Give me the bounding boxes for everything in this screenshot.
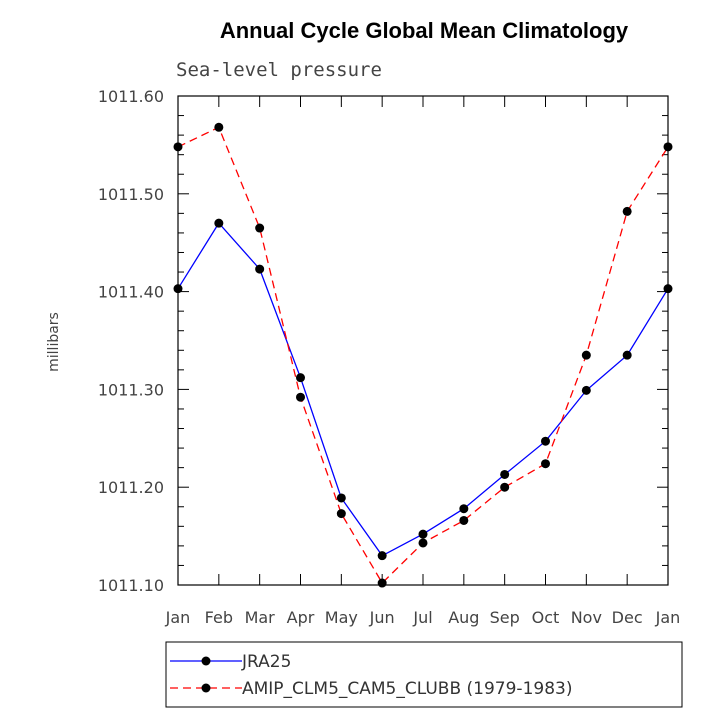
x-tick-label: Jun	[369, 608, 395, 627]
x-tick-label: Jan	[165, 608, 191, 627]
data-point-series-2	[214, 122, 224, 132]
data-point-series-2	[377, 578, 387, 588]
data-point-series-2	[173, 142, 183, 152]
y-tick-label: 1011.10	[98, 576, 164, 595]
data-point-series-1	[255, 264, 265, 274]
legend: JRA25 AMIP_CLM5_CAM5_CLUBB (1979-1983)	[165, 641, 683, 708]
x-tick-label: May	[325, 608, 358, 627]
series-line-1	[177, 222, 669, 557]
legend-marker-1	[201, 656, 211, 666]
data-point-series-1	[500, 469, 510, 479]
data-point-series-1	[296, 373, 305, 383]
chart-subtitle: Sea-level pressure	[176, 59, 382, 81]
x-tick-label: Jul	[412, 608, 432, 627]
data-point-series-2	[500, 482, 510, 492]
data-point-series-1	[173, 284, 183, 294]
chart-title: Annual Cycle Global Mean Climatology	[220, 18, 629, 43]
x-tick-label: Dec	[612, 608, 643, 627]
y-tick-label: 1011.50	[98, 185, 164, 204]
x-tick-label: Aug	[448, 608, 479, 627]
data-point-series-2	[255, 223, 265, 233]
y-tick-label: 1011.20	[98, 478, 164, 497]
data-point-series-1	[622, 350, 632, 360]
legend-box	[165, 641, 683, 708]
y-tick-label: 1011.30	[98, 380, 164, 399]
data-point-series-1	[377, 551, 387, 561]
x-tick-label: Oct	[532, 608, 560, 627]
y-tick-label: 1011.40	[98, 283, 164, 302]
x-tick-label: Apr	[287, 608, 315, 627]
data-point-series-1	[459, 504, 469, 514]
data-point-series-2	[622, 206, 632, 216]
legend-label-2: AMIP_CLM5_CAM5_CLUBB (1979-1983)	[242, 679, 572, 699]
data-point-series-1	[336, 493, 346, 503]
data-point-series-1	[581, 385, 591, 395]
data-point-series-1	[418, 529, 428, 539]
data-point-series-1	[663, 284, 673, 294]
data-point-series-2	[581, 350, 591, 360]
y-tick-label: 1011.60	[98, 87, 164, 106]
x-tick-label: Sep	[490, 608, 520, 627]
data-point-series-2	[296, 392, 305, 402]
y-axis-label: millibars	[46, 312, 62, 372]
data-point-series-2	[336, 509, 346, 519]
data-point-series-2	[541, 459, 550, 469]
x-tick-label: Mar	[245, 608, 276, 627]
data-point-series-2	[663, 142, 673, 152]
series-line-2	[177, 126, 669, 585]
data-point-series-1	[214, 218, 224, 228]
legend-label-1: JRA25	[241, 652, 291, 672]
plot-frame	[177, 95, 669, 586]
x-tick-label: Jan	[655, 608, 681, 627]
data-point-series-1	[541, 436, 550, 446]
x-tick-label: Feb	[205, 608, 233, 627]
data-point-series-2	[459, 515, 469, 525]
x-tick-label: Nov	[571, 608, 602, 627]
plot-area: 1011.10 1011.20 1011.30 1011.40 1011.50 1011.…	[98, 87, 681, 627]
legend-marker-2	[201, 683, 211, 693]
data-point-series-2	[418, 538, 428, 548]
